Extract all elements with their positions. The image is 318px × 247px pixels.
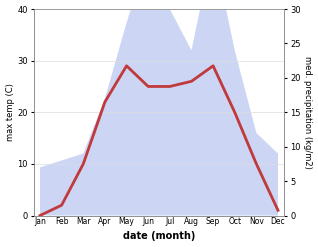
X-axis label: date (month): date (month) (123, 231, 195, 242)
Y-axis label: max temp (C): max temp (C) (5, 83, 15, 141)
Y-axis label: med. precipitation (kg/m2): med. precipitation (kg/m2) (303, 56, 313, 169)
